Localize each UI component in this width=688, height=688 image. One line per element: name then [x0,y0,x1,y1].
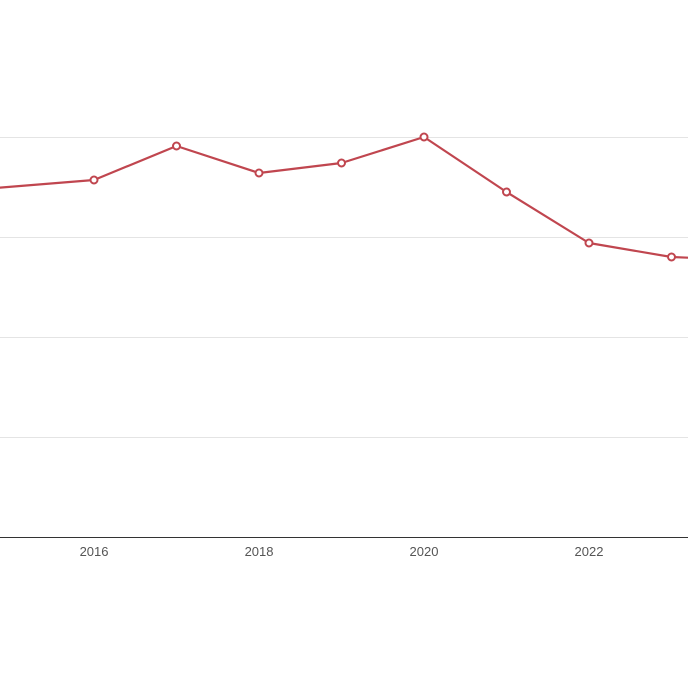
data-point [502,187,511,197]
x-tick-label: 2016 [80,544,109,559]
x-tick-label: 2022 [575,544,604,559]
series-group [0,132,688,262]
data-point [172,141,181,151]
x-tick-labels: 2016 2018 2020 2022 [80,544,604,559]
gridlines [0,137,688,438]
series-line-0 [0,135,688,259]
data-point [89,175,99,185]
data-point [419,132,429,142]
data-point [667,252,676,262]
data-point [337,158,346,168]
x-tick-label: 2018 [245,544,274,559]
data-point [254,168,264,178]
x-tick-label: 2020 [410,544,439,559]
data-point [584,238,594,248]
